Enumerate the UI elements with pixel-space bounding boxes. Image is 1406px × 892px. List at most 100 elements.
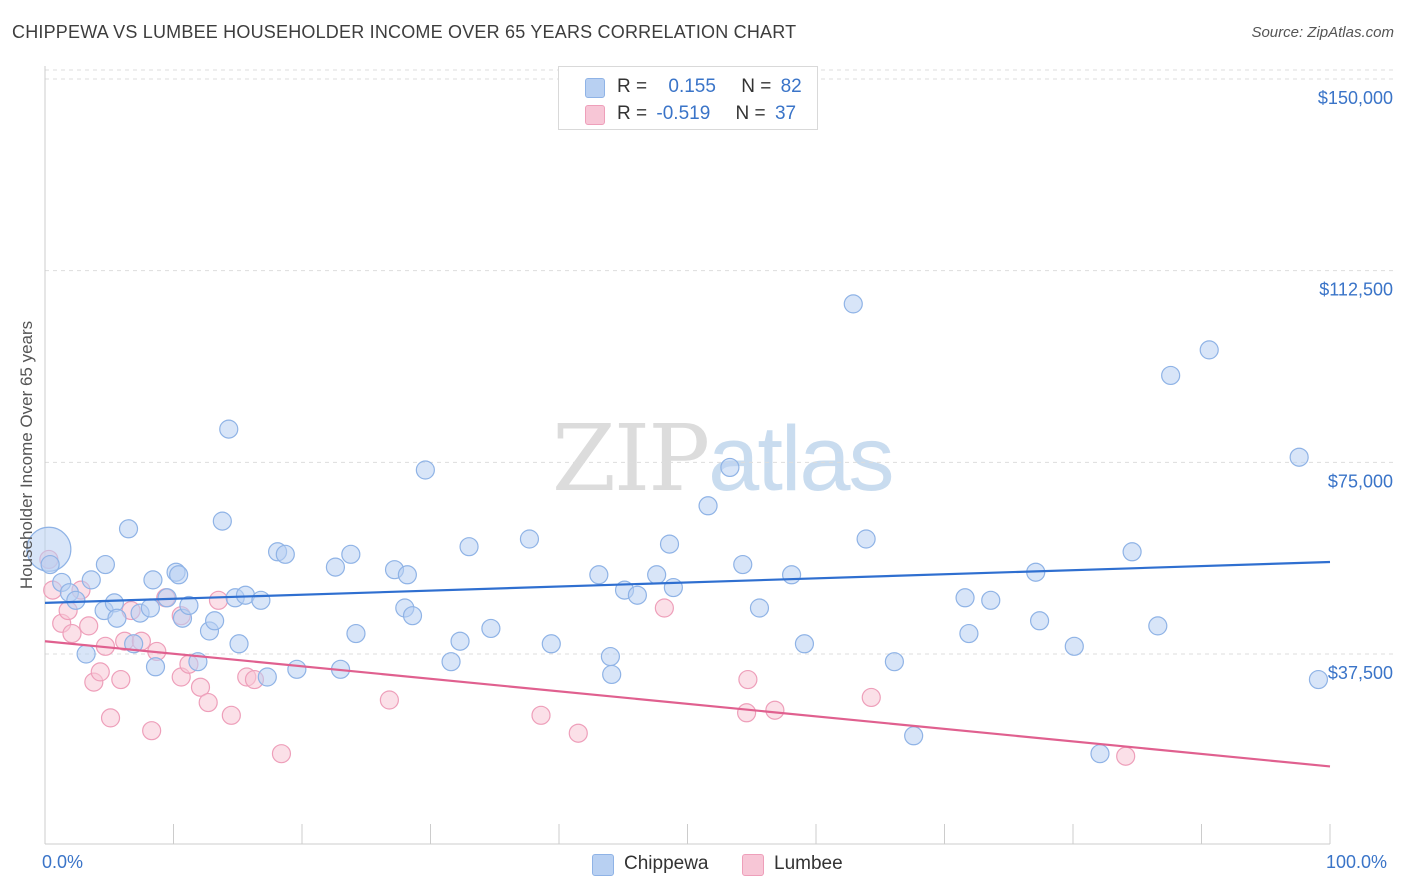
chippewa-point — [402, 606, 423, 626]
chippewa-point — [1090, 744, 1110, 764]
lumbee-series — [39, 549, 1136, 766]
chippewa-point — [659, 534, 680, 554]
chippewa-point — [541, 634, 561, 654]
lumbee-point — [221, 705, 241, 725]
lumbee-point — [379, 690, 399, 710]
chippewa-point — [397, 565, 417, 585]
chippewa-point — [95, 554, 115, 575]
chippewa-point — [627, 585, 647, 605]
axes — [44, 66, 1331, 845]
chippewa-swatch — [585, 78, 605, 98]
chippewa-point — [140, 598, 160, 618]
chippewa-point — [698, 496, 718, 516]
lumbee-point — [111, 669, 131, 690]
chippewa-point — [205, 611, 225, 631]
lumbee-point — [198, 692, 218, 713]
lumbee-point — [738, 669, 758, 690]
chippewa-point — [843, 294, 863, 314]
r-label: R = — [617, 103, 648, 124]
lumbee-point — [90, 662, 110, 682]
chippewa-point — [212, 511, 232, 531]
chippewa-series — [26, 294, 1329, 764]
chippewa-point — [325, 557, 346, 577]
n-value: 82 — [780, 76, 802, 97]
n-value: 37 — [774, 103, 797, 124]
chippewa-point — [441, 652, 461, 672]
y-tick-label: $37,500 — [1328, 663, 1393, 683]
chippewa-point — [647, 565, 667, 585]
lumbee-legend-label: Lumbee — [774, 853, 843, 874]
y-tick-label: $75,000 — [1328, 471, 1393, 491]
chippewa-point — [287, 659, 307, 679]
lumbee-point — [568, 723, 588, 743]
y-axis-label: Householder Income Over 65 years — [17, 320, 36, 590]
y-tick-labels: $37,500 $75,000 $112,500 $150,000 — [1318, 88, 1393, 683]
chippewa-legend-label: Chippewa — [624, 853, 709, 874]
chippewa-point — [124, 634, 144, 654]
chippewa-point — [955, 588, 975, 608]
lumbee-point — [861, 687, 881, 708]
legend-text-lumbee: R = -0.519 N = 37 — [617, 103, 796, 125]
n-label: N = — [741, 76, 772, 97]
chart-title: CHIPPEWA VS LUMBEE HOUSEHOLDER INCOME OV… — [12, 22, 797, 42]
chippewa-point — [856, 529, 876, 549]
chippewa-point — [1029, 611, 1050, 631]
r-value: 0.155 — [668, 76, 716, 97]
chippewa-point — [118, 519, 139, 539]
chippewa-point — [904, 726, 924, 746]
lumbee-point — [531, 705, 551, 725]
lumbee-point — [654, 598, 674, 618]
chippewa-legend-swatch — [592, 854, 614, 876]
chippewa-point — [169, 565, 189, 585]
chippewa-point — [66, 590, 86, 610]
chippewa-point — [959, 623, 979, 644]
chippewa-point — [749, 598, 770, 618]
chippewa-point — [1148, 616, 1168, 636]
x-tick-label-min: 0.0% — [42, 852, 84, 872]
y-tick-label: $150,000 — [1318, 88, 1393, 108]
n-label: N = — [735, 103, 766, 124]
lumbee-point — [208, 590, 229, 610]
lumbee-swatch — [585, 105, 605, 125]
chippewa-point — [1289, 447, 1309, 467]
lumbee-legend-swatch — [742, 854, 764, 876]
lumbee-point — [142, 721, 162, 741]
chippewa-point — [40, 554, 60, 575]
lumbee-point — [1116, 746, 1136, 766]
chippewa-point — [341, 544, 361, 564]
chippewa-point — [663, 577, 683, 598]
chippewa-point — [1199, 340, 1219, 360]
chippewa-point — [602, 664, 622, 685]
watermark: ZIPatlas — [552, 405, 895, 512]
watermark-atlas: atlas — [708, 408, 894, 510]
chippewa-point — [143, 570, 163, 590]
lumbee-point — [100, 708, 121, 728]
chippewa-point — [257, 667, 277, 687]
chippewa-point — [179, 595, 199, 616]
chippewa-point — [1064, 636, 1084, 656]
chippewa-point — [459, 537, 479, 557]
chippewa-point — [589, 565, 609, 585]
chippewa-point — [481, 618, 501, 639]
lumbee-point — [62, 623, 82, 644]
chippewa-point — [107, 608, 127, 628]
chippewa-point — [1122, 542, 1142, 562]
lumbee-point — [737, 703, 757, 723]
chippewa-point — [81, 570, 101, 590]
chippewa-point — [275, 544, 295, 564]
lumbee-point — [271, 744, 292, 764]
chippewa-point — [884, 652, 904, 672]
chippewa-point — [229, 634, 249, 654]
chippewa-point — [600, 646, 621, 667]
chippewa-point — [251, 590, 271, 610]
chippewa-point — [346, 623, 366, 644]
r-label: R = — [617, 76, 648, 97]
chippewa-point — [733, 554, 753, 575]
chippewa-point — [415, 460, 435, 480]
chippewa-point — [519, 529, 540, 549]
lumbee-trend-line — [44, 640, 1331, 768]
y-tick-label: $112,500 — [1319, 280, 1393, 300]
chippewa-point — [1161, 365, 1181, 386]
chippewa-point — [981, 590, 1001, 610]
